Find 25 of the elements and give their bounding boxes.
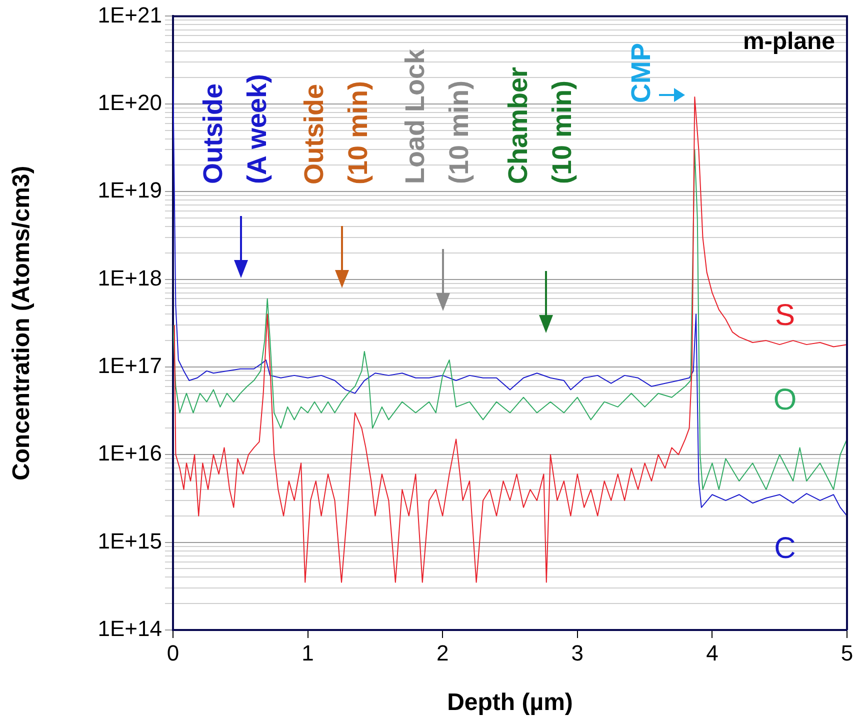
y-tick-label: 1E+16 — [98, 440, 162, 466]
x-tick-label: 0 — [166, 640, 180, 666]
y-tick-label: 1E+21 — [98, 2, 162, 28]
x-tick-label: 2 — [436, 640, 449, 666]
y-tick-label: 1E+19 — [98, 178, 162, 203]
x-tick-label: 4 — [706, 640, 718, 666]
y-tick-label: 1E+20 — [98, 90, 162, 115]
y-tick-label: 1E+17 — [98, 353, 162, 378]
y-tick-label: 1E+14 — [98, 616, 162, 642]
x-tick-label: 1 — [302, 640, 314, 666]
x-tick-label: 5 — [840, 640, 854, 666]
annotation: m-plane — [742, 28, 835, 55]
series-label: S — [774, 298, 796, 332]
y-tick-label: 1E+15 — [98, 528, 162, 554]
annotation: Outside (10 min) — [298, 80, 374, 184]
series-label: C — [774, 532, 796, 566]
annotation: Outside (A week) — [197, 74, 274, 184]
annotation: Load Lock (10 min) — [398, 49, 475, 184]
annotation: CMP — [624, 42, 657, 103]
y-axis-title: Concentration (Atoms/cm3) — [8, 166, 36, 480]
x-axis-title: Depth (µm) — [447, 689, 573, 716]
y-tick-label: 1E+18 — [98, 265, 162, 290]
series-label: O — [773, 383, 797, 416]
annotation: Chamber (10 min) — [502, 67, 578, 184]
x-tick-label: 3 — [571, 640, 584, 666]
